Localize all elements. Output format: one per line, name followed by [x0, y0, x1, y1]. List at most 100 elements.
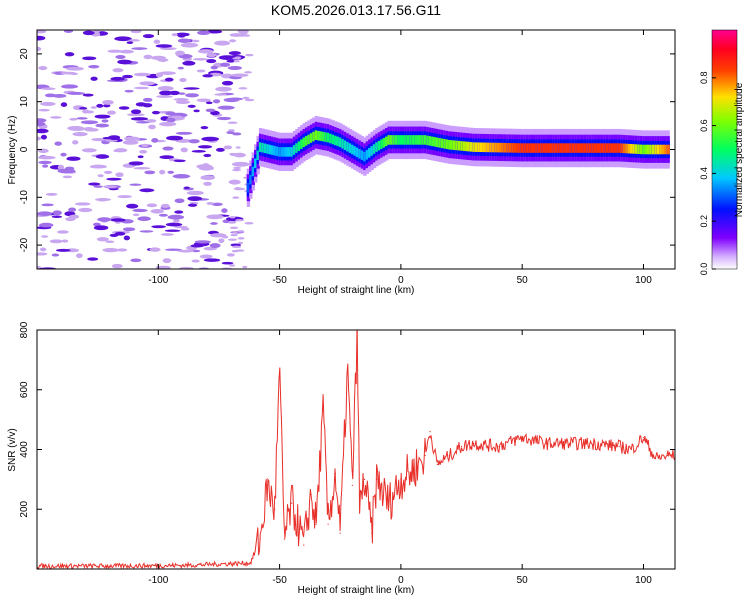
- noise-speckle: [126, 113, 145, 117]
- noise-speckle: [211, 202, 223, 207]
- noise-speckle: [111, 263, 123, 269]
- snr-data-point: [259, 538, 261, 540]
- noise-speckle: [68, 207, 77, 212]
- noise-speckle: [110, 218, 126, 222]
- signal-track-segment: [438, 138, 442, 148]
- noise-speckle: [95, 154, 110, 159]
- noise-speckle: [209, 243, 221, 248]
- noise-speckle: [139, 149, 148, 154]
- noise-speckle: [51, 215, 63, 218]
- spectrogram-y-ticks: -20 -10 0 10 20: [19, 48, 675, 252]
- noise-speckle: [60, 102, 68, 107]
- signal-track-segment: [620, 143, 624, 153]
- snr-data-point: [388, 502, 390, 504]
- signal-track-segment: [569, 143, 573, 153]
- noise-speckle: [233, 166, 241, 170]
- signal-track-segment: [659, 144, 663, 155]
- snr-data-point: [356, 332, 358, 334]
- noise-speckle: [159, 71, 176, 75]
- noise-speckle: [159, 47, 177, 51]
- noise-speckle: [235, 146, 241, 149]
- noise-speckle: [129, 183, 142, 186]
- signal-track-segment: [309, 133, 314, 143]
- noise-speckle: [245, 53, 254, 57]
- signal-track-segment: [385, 136, 389, 147]
- snr-data-point: [594, 442, 596, 445]
- noise-speckle: [180, 147, 188, 153]
- snr-data-point: [618, 445, 620, 448]
- noise-speckle: [165, 111, 176, 116]
- noise-speckle: [244, 71, 253, 74]
- noise-speckle: [177, 249, 195, 253]
- noise-speckle: [210, 65, 218, 70]
- noise-speckle: [223, 145, 233, 150]
- noise-speckle: [210, 222, 218, 225]
- snr-data-point: [327, 523, 329, 525]
- noise-speckle: [185, 93, 199, 98]
- spectrogram-x-axis-label: Height of straight line (km): [298, 285, 415, 296]
- noise-speckle: [228, 129, 235, 132]
- signal-track-segment: [605, 143, 610, 153]
- noise-speckle: [151, 138, 159, 143]
- noise-speckle: [50, 116, 62, 119]
- snr-data-point: [363, 478, 366, 480]
- noise-speckle: [159, 169, 166, 175]
- noise-speckle: [164, 229, 181, 232]
- noise-speckle: [112, 68, 124, 73]
- noise-speckle: [232, 132, 242, 136]
- noise-speckle: [151, 225, 167, 229]
- noise-speckle: [227, 221, 237, 224]
- signal-track-segment: [341, 138, 345, 149]
- signal-track-segment: [402, 135, 406, 145]
- noise-speckle: [115, 55, 126, 60]
- noise-speckle: [49, 239, 63, 244]
- signal-track-segment: [394, 135, 399, 145]
- signal-track-segment: [574, 143, 578, 153]
- signal-track-segment: [632, 144, 636, 154]
- signal-track-segment: [292, 145, 297, 155]
- noise-speckle: [67, 91, 86, 95]
- noise-speckle: [142, 103, 153, 108]
- signal-track-segment: [634, 144, 639, 154]
- y-tick-label: -10: [19, 190, 30, 205]
- noise-speckle: [157, 86, 174, 91]
- x-tick-label: 0: [398, 275, 404, 286]
- noise-speckle: [205, 101, 213, 105]
- signal-track-segment: [365, 149, 370, 160]
- noise-speckle: [233, 60, 240, 63]
- noise-speckle: [166, 135, 184, 141]
- noise-speckle: [40, 235, 49, 238]
- noise-speckle: [175, 50, 185, 56]
- noise-speckle: [158, 213, 168, 217]
- noise-speckle: [237, 230, 245, 233]
- signal-track-segment: [583, 143, 588, 153]
- signal-track-segment: [484, 142, 488, 153]
- noise-speckle: [63, 30, 74, 33]
- noise-speckle: [69, 117, 78, 121]
- snr-data-point: [521, 436, 523, 439]
- signal-track-segment: [499, 142, 503, 153]
- signal-track-segment: [528, 143, 532, 153]
- noise-speckle: [167, 170, 175, 174]
- noise-speckle: [37, 252, 48, 256]
- signal-track-segment: [465, 141, 469, 152]
- noise-speckle: [94, 114, 111, 119]
- noise-speckle: [139, 230, 154, 233]
- snr-data-point: [291, 502, 293, 504]
- x-tick-label: 50: [517, 575, 529, 586]
- snr-x-axis-label: Height of straight line (km): [298, 585, 415, 596]
- noise-speckle: [61, 239, 69, 243]
- noise-speckle: [78, 207, 93, 213]
- noise-speckle: [148, 124, 156, 130]
- noise-speckle: [228, 179, 241, 185]
- noise-speckle: [122, 140, 139, 145]
- signal-track-segment: [593, 143, 598, 153]
- noise-speckle: [212, 99, 221, 104]
- signal-track-segment: [622, 143, 627, 154]
- noise-speckle: [144, 170, 156, 175]
- noise-speckle: [66, 66, 84, 71]
- noise-speckle: [72, 140, 79, 145]
- noise-speckle: [165, 222, 183, 227]
- noise-speckle: [227, 121, 238, 124]
- signal-track-segment: [649, 144, 653, 155]
